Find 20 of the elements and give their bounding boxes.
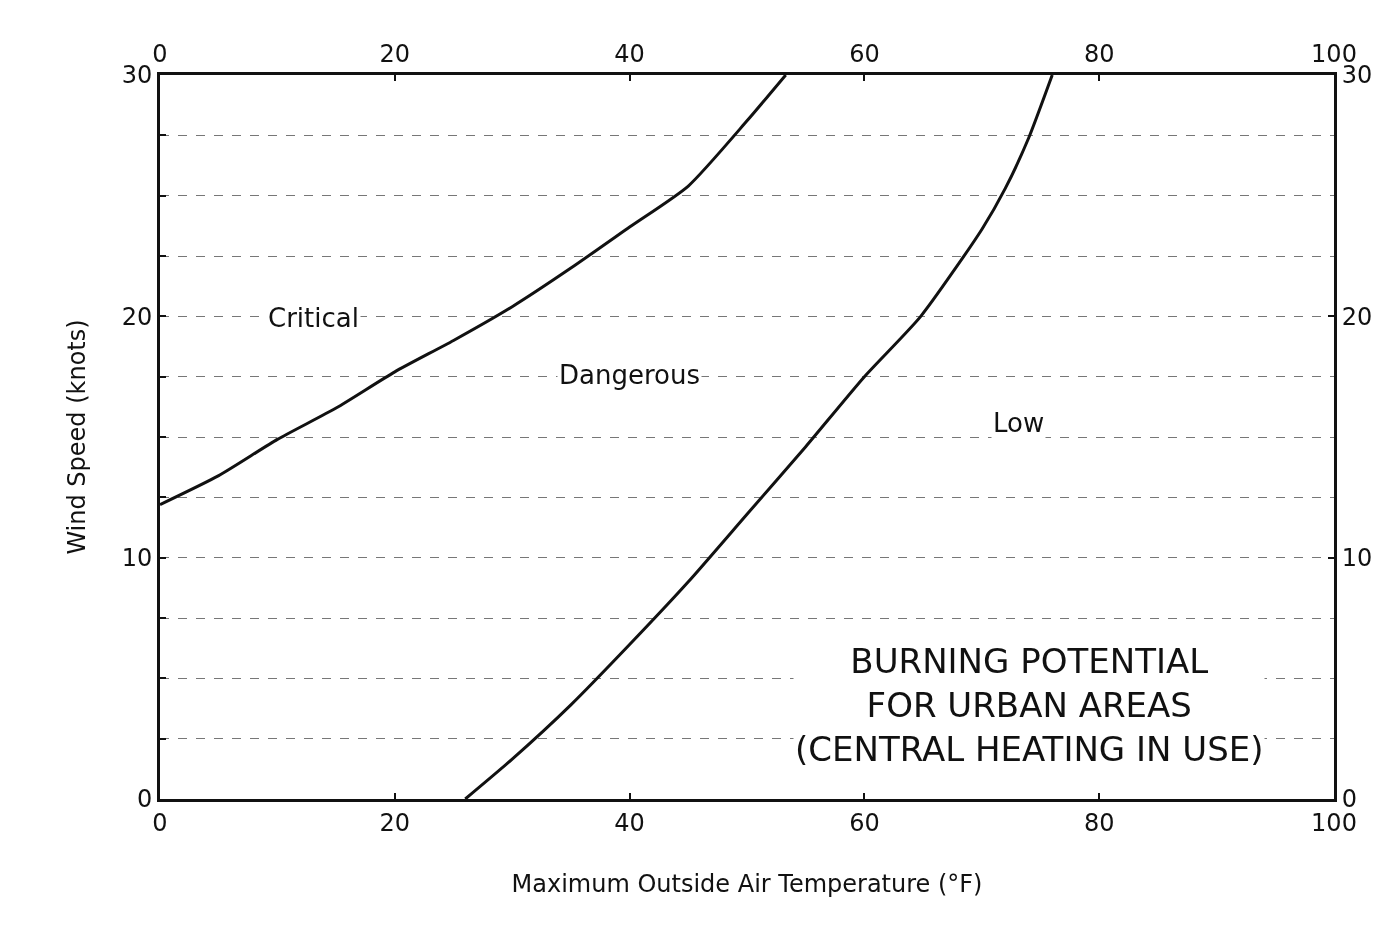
x-axis-title: Maximum Outside Air Temperature (°F) xyxy=(511,870,983,899)
x-tick-label: 20 xyxy=(379,40,411,69)
annotation: Dangerous xyxy=(559,360,700,390)
text: BURNING POTENTIAL FOR URBAN AREAS (CENTRAL HEATING IN USE) xyxy=(795,641,1264,770)
y-tick-label: 0 xyxy=(136,785,153,814)
x2-tick-label: 60 xyxy=(849,808,880,837)
annotation: Low xyxy=(993,408,1045,438)
x-tick-label: 80 xyxy=(1083,40,1115,69)
annotation: Critical xyxy=(268,303,359,333)
y-tick-label: 10 xyxy=(121,544,153,573)
y2-tick-label: 20 xyxy=(1341,302,1373,331)
x-tick-label: 60 xyxy=(849,40,880,69)
x2-tick-label: 80 xyxy=(1083,808,1115,837)
y-axis-title: Wind Speed (knots) xyxy=(62,319,91,555)
x2-tick-label: 20 xyxy=(379,808,411,837)
y2-tick-label: 10 xyxy=(1341,544,1373,573)
y-tick-label: 30 xyxy=(121,61,153,90)
x-tick-label: 40 xyxy=(614,40,645,69)
y-tick-label: 20 xyxy=(121,302,153,331)
x2-tick-label: 40 xyxy=(614,808,645,837)
